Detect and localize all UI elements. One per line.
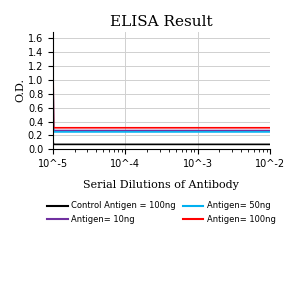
Antigen= 100ng <box>51 48 55 52</box>
Antigen= 50ng <box>268 130 272 134</box>
Y-axis label: O.D.: O.D. <box>15 78 25 102</box>
Antigen= 100ng <box>140 126 143 130</box>
Antigen= 50ng <box>71 130 75 134</box>
Control Antigen = 100ng <box>51 139 55 143</box>
Antigen= 10ng <box>85 129 89 132</box>
Antigen= 100ng <box>85 126 89 130</box>
Control Antigen = 100ng <box>267 142 271 146</box>
Antigen= 100ng <box>139 126 142 130</box>
Antigen= 50ng <box>139 130 142 134</box>
Antigen= 10ng <box>71 129 75 132</box>
Antigen= 50ng <box>140 130 143 134</box>
Antigen= 10ng <box>51 65 55 69</box>
Line: Antigen= 50ng: Antigen= 50ng <box>53 55 270 132</box>
Line: Control Antigen = 100ng: Control Antigen = 100ng <box>53 141 270 144</box>
Control Antigen = 100ng <box>71 142 75 146</box>
Antigen= 100ng <box>135 126 139 130</box>
Antigen= 100ng <box>267 126 271 130</box>
Antigen= 50ng <box>135 130 139 134</box>
Control Antigen = 100ng <box>140 142 143 146</box>
Line: Antigen= 10ng: Antigen= 10ng <box>53 67 270 130</box>
Antigen= 50ng <box>267 130 271 134</box>
Antigen= 50ng <box>85 130 89 134</box>
Control Antigen = 100ng <box>139 142 142 146</box>
Antigen= 10ng <box>140 129 143 132</box>
Line: Antigen= 100ng: Antigen= 100ng <box>53 50 270 128</box>
Antigen= 10ng <box>268 129 272 132</box>
Control Antigen = 100ng <box>268 142 272 146</box>
Control Antigen = 100ng <box>85 142 89 146</box>
Antigen= 100ng <box>268 126 272 130</box>
Antigen= 50ng <box>51 53 55 57</box>
Antigen= 10ng <box>135 129 139 132</box>
Antigen= 10ng <box>267 129 271 132</box>
Title: ELISA Result: ELISA Result <box>110 15 213 29</box>
Antigen= 100ng <box>71 126 75 130</box>
Antigen= 10ng <box>139 129 142 132</box>
X-axis label: Serial Dilutions of Antibody: Serial Dilutions of Antibody <box>83 180 239 190</box>
Control Antigen = 100ng <box>135 142 139 146</box>
Legend: Control Antigen = 100ng, Antigen= 10ng, Antigen= 50ng, Antigen= 100ng: Control Antigen = 100ng, Antigen= 10ng, … <box>44 198 279 227</box>
